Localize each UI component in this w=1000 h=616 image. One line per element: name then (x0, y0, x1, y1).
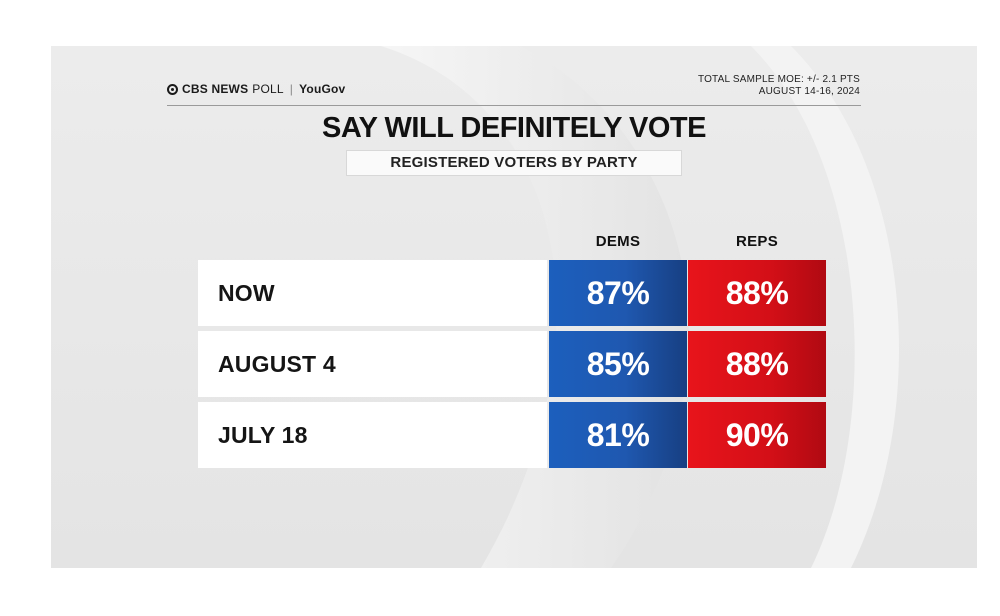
moe-line-2: AUGUST 14-16, 2024 (758, 86, 860, 97)
cbs-yougov-logo: CBS NEWS POLL | YouGov (167, 82, 345, 96)
table-row: AUGUST 4 85% 88% (198, 331, 830, 397)
logo-brand: CBS NEWS (182, 82, 249, 96)
table-row: NOW 87% 88% (198, 260, 830, 326)
logo-partner: YouGov (299, 82, 346, 96)
chart-title: SAY WILL DEFINITELY VOTE (322, 112, 706, 144)
header-divider (167, 105, 861, 106)
reps-value-cell: 88% (688, 260, 826, 326)
reps-value-cell: 88% (688, 331, 826, 397)
row-label: AUGUST 4 (198, 331, 547, 397)
table-row: JULY 18 81% 90% (198, 402, 830, 468)
dems-value-cell: 87% (549, 260, 687, 326)
logo-poll: POLL (252, 82, 284, 96)
margin-of-error: TOTAL SAMPLE MOE: +/- 2.1 PTS AUGUST 14-… (698, 74, 860, 98)
logo-separator: | (289, 82, 294, 96)
dems-value-cell: 85% (549, 331, 687, 397)
row-label: NOW (198, 260, 547, 326)
column-header-reps: REPS (735, 233, 779, 250)
moe-line-1: TOTAL SAMPLE MOE: +/- 2.1 PTS (697, 74, 860, 85)
cbs-eye-icon (167, 83, 178, 95)
poll-graphic: CBS NEWS POLL | YouGov TOTAL SAMPLE MOE:… (51, 46, 977, 568)
row-label: JULY 18 (198, 402, 547, 468)
chart-subtitle: REGISTERED VOTERS BY PARTY (347, 151, 681, 175)
column-header-dems: DEMS (595, 233, 641, 250)
dems-value-cell: 81% (549, 402, 687, 468)
reps-value-cell: 90% (688, 402, 826, 468)
